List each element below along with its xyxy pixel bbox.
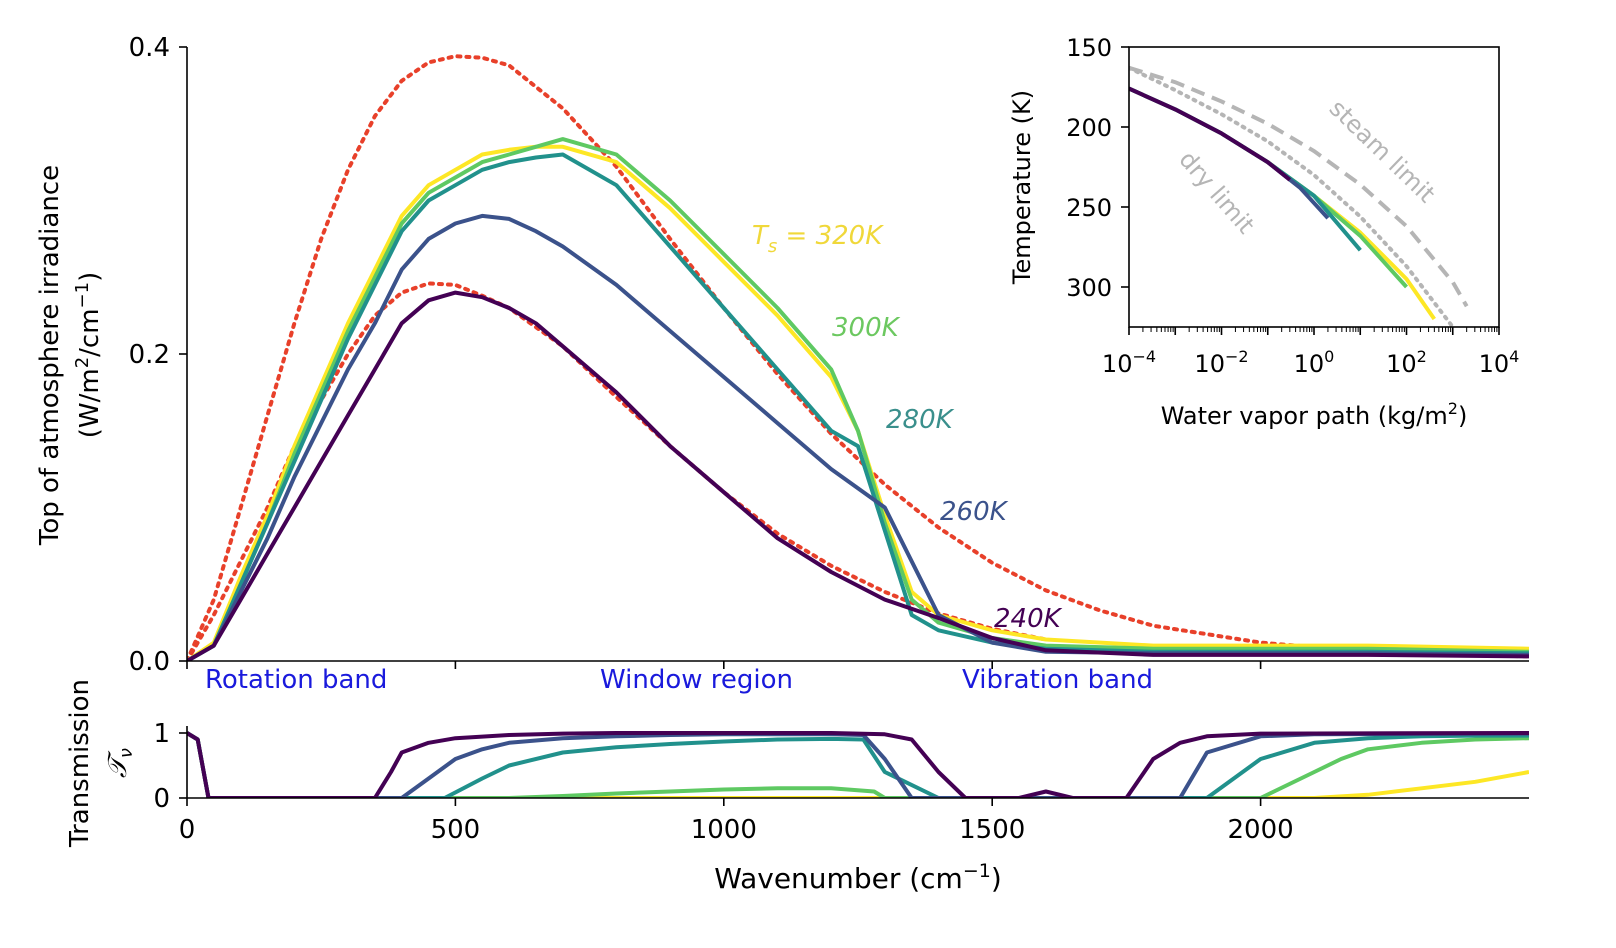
inset-xtick-label: 102: [1386, 347, 1427, 378]
steam-limit-curve: [1129, 65, 1469, 308]
transmission-ytick-label: 1: [153, 719, 170, 749]
transmission-xtick-label: 0: [179, 815, 196, 845]
annotation-260k: 260K: [940, 497, 1009, 527]
transmission-panel: 01 0 500 1000 1500 2000 Transmission 𝒯ν Wave…: [65, 679, 1529, 895]
transmission-xlabel: Wavenumber (cm−1): [714, 860, 1002, 895]
transmission-x-ticks: 0 500 1000 1500 2000: [179, 798, 1294, 845]
inset-background: [1129, 47, 1499, 327]
region-label-window: Window region: [600, 665, 793, 695]
transmission-ytick-label: 0: [153, 784, 170, 814]
transmission-ylabel-line2: 𝒯ν: [103, 748, 137, 778]
transmission-xtick-label: 1500: [959, 815, 1025, 845]
inset-ytick-label: 150: [1066, 34, 1112, 62]
transmission-series-240K: [187, 731, 1529, 798]
inset-ytick-label: 250: [1066, 194, 1112, 222]
main-series-240K: [187, 290, 1529, 661]
inset-series-240K: [1129, 86, 1292, 182]
main-ytick-label: 0.2: [129, 340, 170, 370]
main-series-320K: [187, 144, 1529, 661]
transmission-series-layer: [187, 731, 1529, 798]
main-ylabel-line1: Top of atmosphere irradiance: [35, 165, 65, 546]
inset-xtick-label: 10−4: [1102, 347, 1156, 378]
main-series-layer: [187, 54, 1529, 661]
dry-limit-curve: [1129, 65, 1455, 327]
inset-ytick-label: 300: [1066, 274, 1112, 302]
annotation-320k: Ts = 320K: [752, 221, 884, 257]
transmission-xtick-label: 1000: [691, 815, 757, 845]
transmission-y-ticks: 01: [153, 719, 187, 814]
main-panel: 0.0 0.2 0.4 Top of atmosphere irradiance (…: [35, 33, 1529, 695]
transmission-xtick-label: 2000: [1228, 815, 1294, 845]
inset-xtick-label: 10−2: [1194, 347, 1248, 378]
main-series-260K: [187, 213, 1529, 661]
region-label-vibration: Vibration band: [962, 665, 1153, 695]
inset-xtick-label: 104: [1479, 347, 1520, 378]
inset-ylabel: Temperature (K): [1008, 90, 1036, 285]
transmission-series-280K: [187, 731, 1529, 798]
transmission-series-300K: [187, 731, 1529, 798]
transmission-ylabel-line1: Transmission: [65, 679, 95, 848]
annotation-300k: 300K: [832, 313, 901, 343]
inset-ytick-label: 200: [1066, 114, 1112, 142]
transmission-xtick-label: 500: [431, 815, 481, 845]
main-y-ticks: 0.0 0.2 0.4: [129, 33, 187, 677]
annotation-240k: 240K: [994, 604, 1063, 634]
inset-x-ticks: 10−4 10−2 100 102 104: [1102, 327, 1519, 378]
inset-y-ticks: 150 200 250 300: [1066, 34, 1129, 302]
main-x-ticks: [186, 661, 1262, 669]
inset-xlabel: Water vapor path (kg/m2): [1161, 399, 1468, 430]
main-ytick-label: 0.0: [129, 647, 170, 677]
inset-series-layer: [1129, 65, 1469, 327]
region-label-rotation: Rotation band: [205, 665, 387, 695]
main-ylabel-line2: (W/m2/cm−1): [72, 272, 105, 439]
main-ytick-label: 0.4: [129, 33, 170, 63]
reference-curve-0: [187, 54, 1529, 661]
annotation-280k: 280K: [886, 405, 955, 435]
inset-xtick-label: 100: [1294, 347, 1335, 378]
